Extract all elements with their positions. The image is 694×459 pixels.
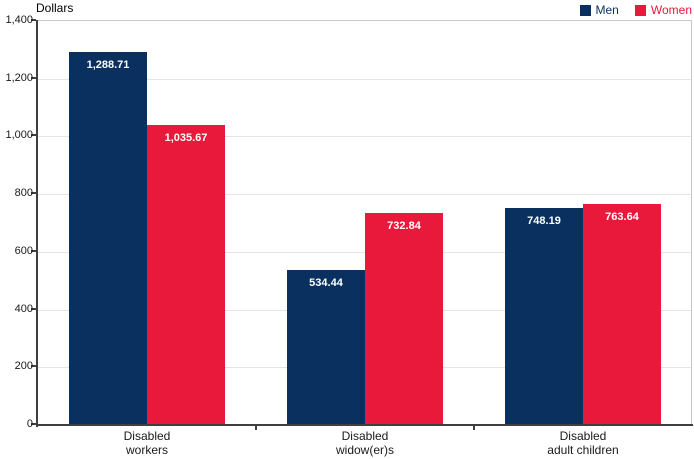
legend-item-women: Women: [634, 3, 692, 17]
y-tick-label: 400: [14, 302, 33, 315]
y-tick-label: 600: [14, 244, 33, 257]
legend-men-label: Men: [595, 3, 619, 17]
x-category-label: Disabled workers: [123, 429, 171, 457]
x-axis-line: [36, 424, 693, 426]
y-tick-label: 1,000: [5, 129, 33, 142]
bar-men-group3: [505, 208, 583, 424]
x-axis-tick: [473, 425, 475, 430]
x-category-label: Disabled adult children: [547, 429, 619, 457]
legend: Men Women: [579, 3, 692, 17]
legend-item-men: Men: [579, 3, 619, 17]
legend-women-label: Women: [650, 3, 692, 17]
x-category-label: Disabled widow(er)s: [335, 429, 394, 457]
y-tick-label: 1,400: [5, 14, 33, 26]
y-tick-label: 800: [14, 187, 33, 200]
gridline: [38, 251, 691, 253]
y-tick-label: 200: [14, 360, 33, 373]
bar-women-group1: [147, 125, 225, 424]
y-axis-title: Dollars: [36, 1, 74, 15]
y-tick-label: 0: [26, 418, 33, 430]
y-axis-line: [36, 20, 38, 427]
y-tick-label: 1,200: [5, 71, 33, 84]
gridline: [38, 194, 691, 196]
x-axis-tick: [255, 425, 257, 430]
gridline: [38, 78, 691, 80]
y-axis-tick: [31, 423, 36, 425]
legend-women-swatch-icon: [634, 4, 646, 16]
bar-women-group3: [583, 203, 661, 424]
y-axis-tick: [31, 365, 36, 368]
bar-women-group2: [365, 212, 443, 424]
y-axis-tick: [31, 19, 36, 21]
bar-men-group1: [69, 52, 147, 424]
y-axis-tick: [31, 134, 36, 137]
y-axis-tick: [31, 76, 36, 79]
bar-men-group2: [287, 269, 365, 424]
plot-area: 1,288.71 1,035.67 534.44 732.84 748.19 763.64: [38, 20, 692, 424]
legend-men-swatch-icon: [579, 4, 591, 16]
gridline: [38, 136, 691, 138]
y-axis-tick: [31, 192, 36, 195]
y-axis-tick: [31, 249, 36, 252]
y-axis-tick: [31, 307, 36, 310]
